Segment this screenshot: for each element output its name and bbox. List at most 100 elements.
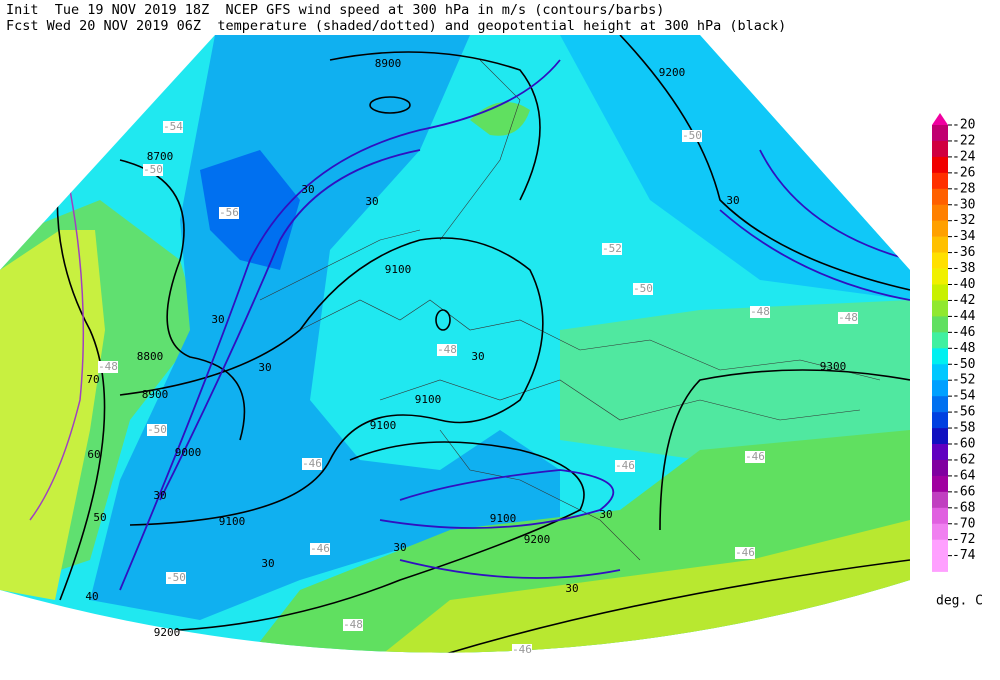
legend-swatch [932, 507, 948, 525]
wind-label: 30 [301, 183, 314, 196]
temp-label: -54 [163, 120, 183, 133]
temp-label: -56 [219, 206, 239, 219]
legend-swatch [932, 156, 948, 174]
legend-swatch [932, 396, 948, 413]
temp-label-box [682, 130, 702, 142]
height-label: 9300 [820, 360, 847, 373]
legend-swatch [932, 523, 948, 540]
temp-label-box [615, 460, 635, 472]
legend-label: -54 [952, 389, 976, 404]
height-label: 8900 [375, 57, 402, 70]
legend-swatch [932, 284, 948, 301]
temp-label-box [735, 547, 755, 559]
temp-label: -48 [343, 618, 363, 631]
legend-label: -60 [952, 437, 975, 452]
temp-label-box [163, 121, 183, 133]
temp-label: -48 [437, 343, 457, 356]
height-label: 9000 [175, 446, 202, 459]
legend-swatch [932, 475, 948, 493]
height-label: 9100 [490, 512, 517, 525]
legend-swatch [932, 491, 948, 509]
temp-label: -46 [735, 546, 755, 559]
height-contour [435, 309, 451, 331]
legend-swatch [932, 332, 948, 349]
temp-region [200, 150, 300, 270]
legend-label: -38 [952, 261, 975, 276]
wind-contour [379, 469, 615, 529]
legend-label: -48 [952, 341, 975, 356]
temp-label-box [750, 306, 770, 318]
legend-label: -66 [952, 484, 975, 499]
legend-unit: deg. C [936, 594, 983, 609]
wind-label: 30 [565, 582, 578, 595]
temp-label-box [302, 458, 322, 470]
height-label: 9100 [385, 263, 412, 276]
legend-label: -52 [952, 373, 975, 388]
temp-label: -50 [633, 282, 653, 295]
height-contour [119, 237, 544, 526]
height-label: 9200 [154, 626, 181, 639]
legend-label: -30 [952, 197, 975, 212]
temp-label-box [838, 312, 858, 324]
height-contour [619, 35, 910, 291]
border-line [259, 59, 881, 561]
temp-label-box [745, 451, 765, 463]
wind-label: 30 [261, 557, 274, 570]
wind-contour [719, 149, 910, 301]
wind-label: 30 [599, 508, 612, 521]
map-labels: 8900 8700 9100 8800 8900 9000 9100 9200 9100 9100… [85, 57, 858, 656]
temp-label-box [343, 619, 363, 631]
height-contour [329, 51, 541, 201]
legend-label: -68 [952, 500, 975, 515]
wind-label: 30 [393, 541, 406, 554]
legend-swatch [932, 236, 948, 253]
legend-label: -56 [952, 405, 975, 420]
temp-label-box [143, 164, 163, 176]
legend-label: -58 [952, 421, 975, 436]
wind-contour [399, 559, 621, 579]
height-label: 9100 [219, 515, 246, 528]
temp-label: -50 [147, 423, 167, 436]
legend-label: -40 [952, 277, 975, 292]
temp-label: -46 [615, 459, 635, 472]
height-label: 8800 [137, 350, 164, 363]
legend-swatch [932, 125, 948, 142]
height-label: 9100 [370, 419, 397, 432]
temp-label-box [98, 361, 118, 373]
temp-label: -52 [602, 242, 622, 255]
wind-label: 30 [258, 361, 271, 374]
temp-region [470, 102, 530, 136]
legend-swatch [932, 300, 948, 317]
header-line: Fcst Wed 20 NOV 2019 06Z temperature (sh… [6, 18, 786, 34]
temp-region [560, 300, 910, 460]
legend-swatch [932, 412, 948, 429]
temp-label-box [147, 424, 167, 436]
legend-label: -62 [952, 452, 975, 467]
legend-label: -70 [952, 516, 975, 531]
wind-label: 50 [93, 511, 106, 524]
legend-swatch [932, 380, 948, 397]
temp-label-box [219, 207, 239, 219]
height-contour [659, 369, 910, 531]
wind-label: 30 [471, 350, 484, 363]
legend-label: -72 [952, 532, 975, 547]
height-label: 9100 [415, 393, 442, 406]
legend-label: -36 [952, 245, 975, 260]
temp-label-box [602, 243, 622, 255]
legend-label: -74 [952, 548, 976, 563]
color-legend: -20-22-24-26-28-30-32-34-36-38-40-42-44-… [932, 113, 976, 572]
legend-swatch [932, 316, 948, 333]
temp-label: -46 [310, 542, 330, 555]
temp-label: -48 [750, 305, 770, 318]
legend-label: -24 [952, 149, 976, 164]
temp-label-box [166, 572, 186, 584]
temp-label: -50 [143, 163, 163, 176]
legend-label: -64 [952, 468, 976, 483]
temp-region [560, 35, 910, 300]
legend-label: -22 [952, 133, 975, 148]
temp-label-box [633, 283, 653, 295]
legend-label: -46 [952, 325, 975, 340]
temp-label-box [310, 543, 330, 555]
temp-label-box [512, 644, 532, 656]
